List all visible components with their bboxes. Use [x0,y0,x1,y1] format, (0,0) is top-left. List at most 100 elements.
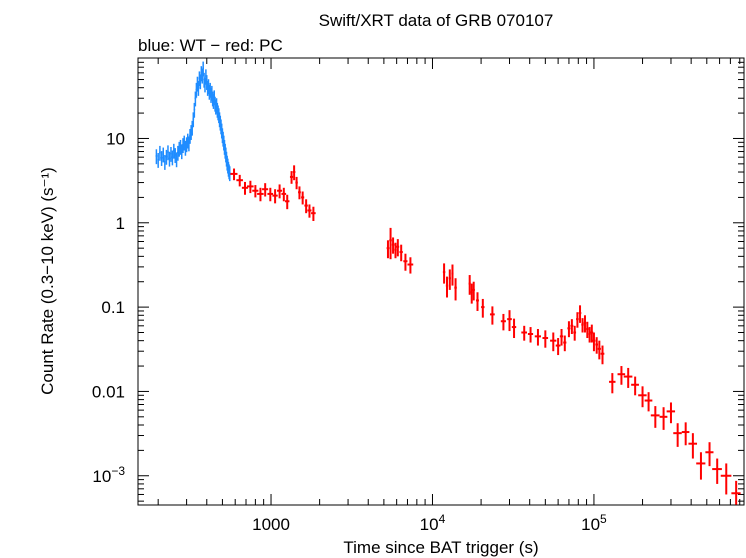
data-series [155,61,741,505]
data-point [257,187,264,202]
data-point [650,406,660,428]
data-point [576,312,579,328]
data-point [588,327,591,343]
data-point [386,240,390,259]
data-point [442,263,446,284]
data-point [194,91,197,107]
x-axis-label: Time since BAT trigger (s) [343,538,538,557]
data-point [281,187,287,202]
data-point [193,102,196,118]
data-point [157,153,160,168]
data-point [394,242,397,259]
data-point [489,306,495,325]
data-point [472,281,475,301]
data-point [609,373,616,394]
data-point [403,253,408,271]
data-point [583,315,587,333]
data-point [681,422,690,446]
data-point [573,325,577,341]
x-tick-label: 105 [581,512,607,534]
data-point [731,480,741,505]
data-point [475,292,479,311]
data-point [307,204,312,218]
data-point [228,166,231,182]
data-point [301,191,305,205]
data-point [534,329,541,346]
series-wt [155,61,231,182]
data-point [631,376,639,396]
plot-area [137,57,745,506]
data-point [177,145,179,161]
data-point [168,151,171,167]
data-point [295,176,298,190]
data-point [197,81,200,96]
data-point [174,148,177,163]
data-point [617,366,626,385]
data-point [167,145,169,161]
data-point [673,423,682,447]
data-point [507,310,512,332]
data-point [396,239,400,257]
data-point [550,332,557,352]
data-point [521,325,528,341]
chart-subtitle: blue: WT − red: PC [138,36,283,55]
data-point [623,367,633,388]
y-tick-label: 0.1 [101,298,125,317]
data-point [570,319,574,334]
y-tick-label: 10−3 [92,464,125,486]
data-point [170,147,172,162]
data-point [192,112,195,128]
data-point [277,184,283,199]
data-point [559,329,564,346]
data-point [586,321,589,339]
data-point [592,332,596,352]
x-tick-label: 1000 [252,515,290,534]
data-point [160,151,163,166]
y-axis-label: Count Rate (0.3−10 keV) (s⁻¹) [38,167,57,395]
data-point [407,257,414,274]
data-point [284,194,290,210]
data-point [389,227,392,260]
x-tick-label: 104 [420,512,446,534]
data-point [712,458,722,484]
data-point [720,463,732,495]
x-axis: 1000 104 105 [157,58,741,534]
series-pc [230,165,741,505]
data-point [638,386,647,408]
data-point [581,318,584,333]
data-point [162,147,165,163]
data-point [292,165,296,181]
data-point [172,143,175,159]
data-point [595,337,599,354]
data-point [164,155,166,170]
data-point [688,433,698,459]
data-point [659,407,668,430]
data-point [304,199,308,214]
data-point [705,442,714,467]
data-point [252,185,259,198]
data-point [666,402,676,424]
data-point [159,145,161,161]
y-axis: 10 1 0.1 0.01 10−3 [92,57,744,502]
data-point [391,237,395,254]
data-point [567,321,571,338]
data-point [542,330,549,348]
data-point [298,186,301,200]
data-point [500,313,506,331]
data-point [481,298,485,318]
data-point [590,324,594,343]
data-point [470,283,473,304]
data-point [600,345,605,365]
data-point [241,181,248,195]
data-point [696,452,706,480]
data-point [451,264,454,286]
data-point [272,189,278,204]
data-point [644,392,653,412]
data-point [511,318,517,339]
data-point [563,335,567,352]
data-point [267,187,274,202]
data-point [399,244,403,262]
y-tick-label: 10 [106,129,125,148]
data-point [468,275,471,295]
